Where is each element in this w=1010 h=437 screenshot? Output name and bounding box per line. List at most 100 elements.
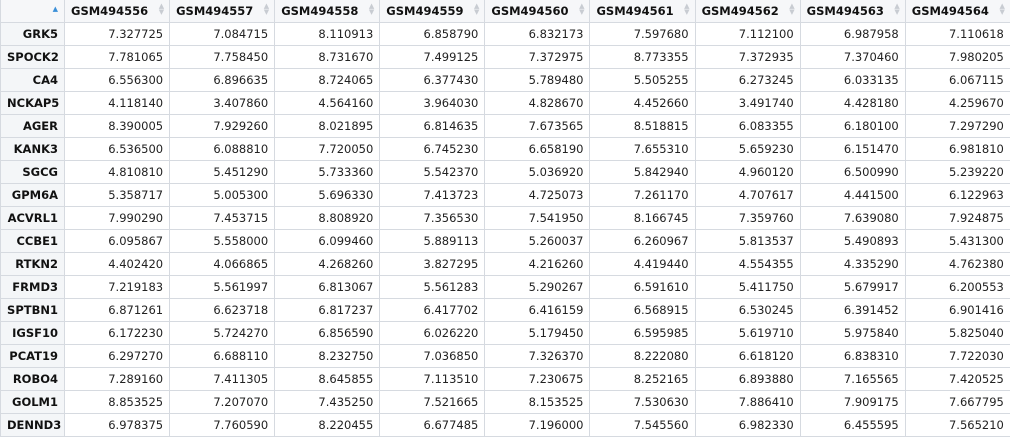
row-name: SGCG — [0, 159, 65, 184]
table-cell: 5.542370 — [379, 159, 486, 184]
table-cell: 6.814635 — [379, 113, 486, 138]
table-cell: 4.452660 — [589, 90, 696, 115]
table-cell: 5.724270 — [169, 320, 276, 345]
table-cell: 6.893880 — [694, 366, 801, 391]
table-cell: 5.451290 — [169, 159, 276, 184]
table-cell: 7.326370 — [484, 343, 591, 368]
table-cell: 7.411305 — [169, 366, 276, 391]
header-row: ▲ GSM494556 ▲ ▼ GSM494557 ▲ ▼ GSM494558 ▲ ▼ GSM49… — [0, 0, 1010, 23]
sort-icon[interactable]: ▲ ▼ — [789, 2, 795, 16]
column-header-gsm494563[interactable]: GSM494563 ▲ ▼ — [799, 0, 906, 23]
row-name: PCAT19 — [0, 343, 65, 368]
sort-ascending-icon[interactable]: ▲ — [52, 5, 58, 13]
table-cell: 7.667795 — [904, 389, 1010, 414]
sort-icon[interactable]: ▲ ▼ — [579, 2, 585, 16]
table-cell: 6.677485 — [379, 412, 486, 437]
column-header-gsm494564[interactable]: GSM494564 ▲ ▼ — [904, 0, 1010, 23]
table-cell: 5.696330 — [274, 182, 381, 207]
column-header-gsm494560[interactable]: GSM494560 ▲ ▼ — [484, 0, 591, 23]
table-cell: 4.066865 — [169, 251, 276, 276]
row-name: SPOCK2 — [0, 44, 65, 69]
table-cell: 7.370460 — [799, 44, 906, 69]
table-cell: 7.758450 — [169, 44, 276, 69]
table-cell: 7.980205 — [904, 44, 1010, 69]
table-row: CA4 6.556300 6.896635 8.724065 6.377430 5.789… — [0, 67, 1010, 92]
row-names-header[interactable]: ▲ — [0, 0, 65, 23]
table-cell: 6.591610 — [589, 274, 696, 299]
column-header-gsm494561[interactable]: GSM494561 ▲ ▼ — [589, 0, 696, 23]
table-cell: 4.216260 — [484, 251, 591, 276]
table-cell: 7.230675 — [484, 366, 591, 391]
table-cell: 6.099460 — [274, 228, 381, 253]
table-cell: 5.260037 — [484, 228, 591, 253]
column-header-gsm494559[interactable]: GSM494559 ▲ ▼ — [379, 0, 486, 23]
row-name: DENND3 — [0, 412, 65, 437]
table-cell: 4.564160 — [274, 90, 381, 115]
table-cell: 7.929260 — [169, 113, 276, 138]
sort-icon[interactable]: ▲ ▼ — [894, 2, 900, 16]
table-cell: 6.568915 — [589, 297, 696, 322]
table-cell: 8.390005 — [63, 113, 171, 138]
table-cell: 7.760590 — [169, 412, 276, 437]
table-cell: 7.521665 — [379, 389, 486, 414]
table-cell: 4.828670 — [484, 90, 591, 115]
table-row: GOLM1 8.853525 7.207070 7.435250 7.521665 8.1… — [0, 389, 1010, 414]
table-cell: 5.431300 — [904, 228, 1010, 253]
table-cell: 5.619710 — [694, 320, 801, 345]
table-cell: 4.762380 — [904, 251, 1010, 276]
table-cell: 6.623718 — [169, 297, 276, 322]
table-cell: 5.975840 — [799, 320, 906, 345]
sort-icon[interactable]: ▲ ▼ — [473, 2, 480, 16]
table-cell: 7.453715 — [169, 205, 276, 230]
sort-icon[interactable]: ▲ ▼ — [368, 2, 375, 16]
row-name: AGER — [0, 113, 65, 138]
table-cell: 5.679917 — [799, 274, 906, 299]
column-header-gsm494558[interactable]: GSM494558 ▲ ▼ — [274, 0, 381, 23]
table-cell: 6.067115 — [904, 67, 1010, 92]
table-row: ROBO4 7.289160 7.411305 8.645855 7.113510 7.2… — [0, 366, 1010, 391]
table-cell: 4.335290 — [799, 251, 906, 276]
table-cell: 5.825040 — [904, 320, 1010, 345]
table-cell: 4.259670 — [904, 90, 1010, 115]
table-cell: 5.411750 — [694, 274, 801, 299]
sort-icon[interactable]: ▲ ▼ — [263, 2, 270, 16]
row-name: IGSF10 — [0, 320, 65, 345]
table-cell: 7.413723 — [379, 182, 486, 207]
table-cell: 6.455595 — [799, 412, 906, 437]
row-name: NCKAP5 — [0, 90, 65, 115]
table-cell: 8.166745 — [589, 205, 696, 230]
table-cell: 7.655310 — [589, 136, 696, 161]
table-cell: 8.853525 — [63, 389, 171, 414]
table-cell: 7.565210 — [904, 412, 1010, 437]
table-cell: 7.289160 — [63, 366, 171, 391]
sort-icon[interactable]: ▲ ▼ — [684, 2, 690, 16]
table-cell: 6.417702 — [379, 297, 486, 322]
column-header-label: GSM494562 — [701, 3, 779, 18]
table-cell: 7.990290 — [63, 205, 171, 230]
column-header-gsm494557[interactable]: GSM494557 ▲ ▼ — [169, 0, 276, 23]
row-name: GOLM1 — [0, 389, 65, 414]
table-cell: 6.026220 — [379, 320, 486, 345]
table-cell: 6.297270 — [63, 343, 171, 368]
table-cell: 6.978375 — [63, 412, 171, 437]
table-cell: 6.688110 — [169, 343, 276, 368]
table-row: SPTBN1 6.871261 6.623718 6.817237 6.417702 6.… — [0, 297, 1010, 322]
table-cell: 7.499125 — [379, 44, 486, 69]
row-name: FRMD3 — [0, 274, 65, 299]
column-header-gsm494556[interactable]: GSM494556 ▲ ▼ — [63, 0, 171, 23]
table-row: DENND3 6.978375 7.760590 8.220455 6.677485 7.… — [0, 412, 1010, 437]
sort-icon[interactable]: ▲ ▼ — [158, 2, 165, 16]
table-cell: 7.261170 — [589, 182, 696, 207]
table-cell: 8.773355 — [589, 44, 696, 69]
table-cell: 5.813537 — [694, 228, 801, 253]
column-header-gsm494562[interactable]: GSM494562 ▲ ▼ — [694, 0, 801, 23]
table-cell: 4.118140 — [63, 90, 171, 115]
table-cell: 7.541950 — [484, 205, 591, 230]
sort-icon[interactable]: ▲ ▼ — [999, 2, 1005, 16]
table-cell: 5.505255 — [589, 67, 696, 92]
table-cell: 6.122963 — [904, 182, 1010, 207]
table-row: CCBE1 6.095867 5.558000 6.099460 5.889113 5.2… — [0, 228, 1010, 253]
table-cell: 5.290267 — [484, 274, 591, 299]
table-cell: 4.554355 — [694, 251, 801, 276]
